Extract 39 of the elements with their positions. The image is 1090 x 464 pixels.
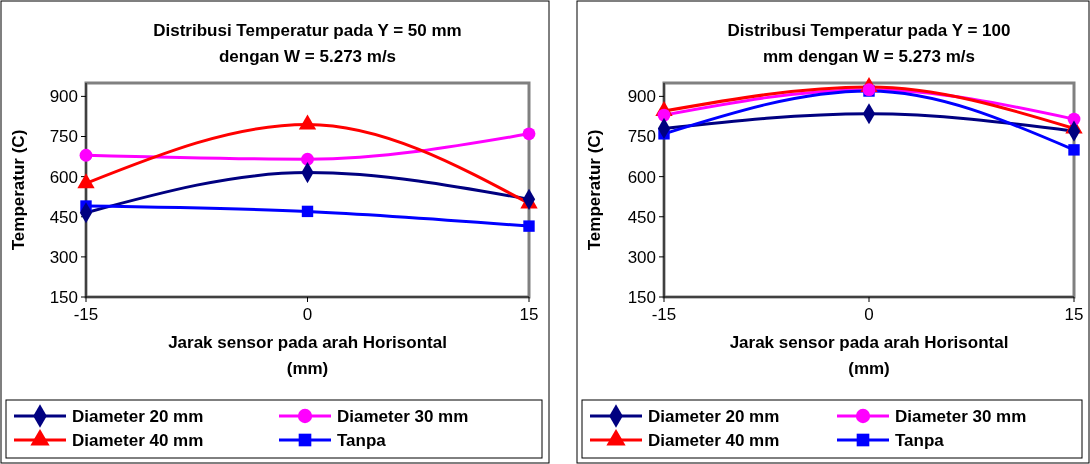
x-tick-label: -15	[73, 305, 99, 324]
point	[523, 220, 535, 232]
x-tick-label: 15	[519, 305, 539, 324]
x-tick-label: 0	[302, 305, 313, 324]
y-tick-label: 600	[49, 167, 78, 187]
legend-label: Diameter 40 mm	[648, 430, 780, 450]
y-axis-title: Temperatur (C)	[9, 129, 28, 251]
legend-label: Tanpa	[337, 430, 387, 450]
legend-label: Diameter 40 mm	[72, 430, 204, 450]
legend-label: Diameter 30 mm	[337, 406, 469, 426]
y-tick-label: 600	[627, 167, 656, 187]
point	[657, 108, 671, 122]
x-tick-label: -15	[651, 305, 677, 324]
y-tick-label: 300	[627, 247, 656, 267]
x-tick-label: 0	[864, 305, 874, 324]
point	[79, 148, 93, 162]
point	[301, 152, 314, 166]
y-tick-label: 150	[49, 287, 78, 307]
legend-label: Tanpa	[895, 430, 945, 450]
chart-title: Distribusi Temperatur pada Y = 50 mm dengan W = 5.273 m/s	[153, 21, 462, 66]
y-tick-label: 750	[627, 127, 656, 147]
y-tick-label: 450	[627, 207, 656, 227]
x-axis-title: Jarak sensor pada arah Horisontal (mm)	[168, 333, 447, 378]
y-axis-title: Temperatur (C)	[585, 129, 604, 251]
y-tick-label: 150	[627, 287, 656, 307]
legend-label: Diameter 30 mm	[895, 406, 1027, 426]
point	[522, 127, 536, 141]
y-tick-label: 450	[49, 207, 78, 227]
y-tick-label: 900	[49, 87, 78, 107]
x-axis-title: Jarak sensor pada arah Horisontal (mm)	[729, 333, 1009, 378]
legend-label: Diameter 20 mm	[648, 406, 780, 426]
point	[1068, 144, 1080, 156]
point	[301, 205, 314, 218]
legend-label: Diameter 20 mm	[72, 406, 204, 426]
x-tick-label: 15	[1064, 305, 1084, 324]
y-tick-label: 300	[49, 247, 78, 267]
y-tick-label: 900	[627, 87, 656, 107]
chart-title: Distribusi Temperatur pada Y = 100 mm dengan W = 5.273 m/s	[727, 21, 1011, 66]
y-tick-label: 750	[49, 127, 78, 147]
